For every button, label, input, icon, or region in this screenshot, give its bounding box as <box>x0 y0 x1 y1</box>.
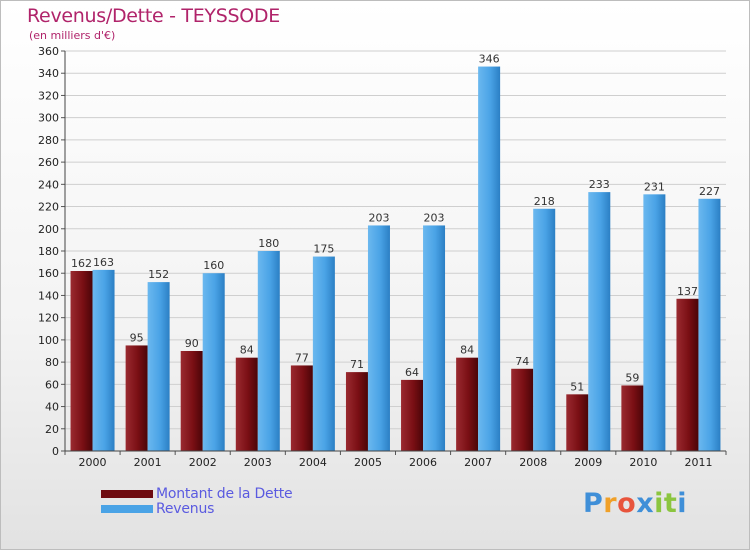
bar-debt-2005 <box>345 372 368 451</box>
bar-debt-2009 <box>566 394 589 451</box>
data-label-debt-2011: 137 <box>677 285 698 298</box>
data-label-debt-2003: 84 <box>240 344 254 357</box>
y-tick-label-100: 100 <box>38 334 59 347</box>
data-label-debt-2006: 64 <box>405 366 419 379</box>
y-tick-label-20: 20 <box>45 423 59 436</box>
y-tick-label-180: 180 <box>38 245 59 258</box>
data-label-revenue-2011: 227 <box>699 185 720 198</box>
x-tick-label-2010: 2010 <box>629 456 657 469</box>
y-tick-label-220: 220 <box>38 201 59 214</box>
data-label-debt-2009: 51 <box>570 380 584 393</box>
axes <box>61 50 727 455</box>
bar-revenue-2003 <box>257 251 280 451</box>
data-label-revenue-2004: 175 <box>313 243 334 256</box>
x-tick-label-2004: 2004 <box>299 456 327 469</box>
x-tick-label-2011: 2011 <box>684 456 712 469</box>
data-label-revenue-2005: 203 <box>368 211 389 224</box>
y-tick-label-300: 300 <box>38 112 59 125</box>
bar-revenue-2006 <box>423 225 446 451</box>
data-label-revenue-2002: 160 <box>203 259 224 272</box>
legend-label-debt: Montant de la Dette <box>156 486 293 502</box>
data-label-revenue-2000: 163 <box>93 256 114 269</box>
data-label-revenue-2010: 231 <box>644 180 665 193</box>
bar-debt-2004 <box>290 365 313 451</box>
bar-revenue-2007 <box>478 66 501 452</box>
bar-revenue-2005 <box>367 225 390 451</box>
x-tick-label-2001: 2001 <box>134 456 162 469</box>
data-label-revenue-2008: 218 <box>534 195 555 208</box>
data-label-revenue-2001: 152 <box>148 268 169 281</box>
bar-revenue-2004 <box>312 256 335 451</box>
data-label-revenue-2006: 203 <box>424 211 445 224</box>
bars <box>70 66 721 452</box>
data-label-debt-2002: 90 <box>185 337 199 350</box>
data-label-debt-2004: 77 <box>295 351 309 364</box>
bar-debt-2010 <box>621 385 644 451</box>
legend-swatch-revenue <box>101 505 153 513</box>
legend-swatch-debt <box>101 490 153 498</box>
x-tick-label-2007: 2007 <box>464 456 492 469</box>
logo-letter-6: i <box>677 488 688 519</box>
data-label-revenue-2003: 180 <box>258 237 279 250</box>
bar-revenue-2011 <box>698 198 721 451</box>
data-label-debt-2010: 59 <box>625 371 639 384</box>
data-label-revenue-2007: 346 <box>479 53 500 66</box>
bar-revenue-2000 <box>92 269 115 451</box>
x-tick-label-2003: 2003 <box>244 456 272 469</box>
y-tick-label-160: 160 <box>38 267 59 280</box>
bar-debt-2001 <box>125 345 148 451</box>
data-label-debt-2001: 95 <box>130 331 144 344</box>
y-tick-label-140: 140 <box>38 289 59 302</box>
x-tick-label-2009: 2009 <box>574 456 602 469</box>
legend-label-revenue: Revenus <box>156 501 215 517</box>
x-tick-label-2006: 2006 <box>409 456 437 469</box>
logo-letter-0: P <box>583 488 604 519</box>
y-tick-label-340: 340 <box>38 67 59 80</box>
y-tick-label-200: 200 <box>38 223 59 236</box>
x-tick-label-2002: 2002 <box>189 456 217 469</box>
logo-letter-4: i <box>654 488 664 519</box>
bar-debt-2011 <box>676 298 699 451</box>
y-tick-label-280: 280 <box>38 134 59 147</box>
y-tick-label-60: 60 <box>45 378 59 391</box>
y-tick-label-360: 360 <box>38 45 59 58</box>
logo-letter-1: r <box>603 488 618 519</box>
bar-revenue-2008 <box>533 208 556 451</box>
bar-revenue-2001 <box>147 282 170 451</box>
proxiti-logo: Proxiti <box>583 488 687 519</box>
bar-debt-2002 <box>180 351 203 451</box>
bar-debt-2007 <box>456 357 479 451</box>
x-tick-label-2005: 2005 <box>354 456 382 469</box>
data-label-debt-2008: 74 <box>515 355 529 368</box>
y-tick-label-40: 40 <box>45 401 59 414</box>
x-tick-label-2000: 2000 <box>79 456 107 469</box>
y-tick-label-320: 320 <box>38 89 59 102</box>
bar-revenue-2002 <box>202 273 225 451</box>
logo-letter-5: t <box>663 488 678 519</box>
data-label-revenue-2009: 233 <box>589 178 610 191</box>
y-tick-label-120: 120 <box>38 312 59 325</box>
bar-revenue-2009 <box>588 192 611 451</box>
data-label-debt-2000: 162 <box>71 257 92 270</box>
data-label-debt-2005: 71 <box>350 358 364 371</box>
bar-debt-2008 <box>511 368 534 451</box>
data-label-debt-2007: 84 <box>460 344 474 357</box>
y-tick-label-0: 0 <box>52 445 59 458</box>
y-tick-label-80: 80 <box>45 356 59 369</box>
logo-letter-2: o <box>617 488 637 519</box>
chart-title: Revenus/Dette - TEYSSODE <box>27 5 280 27</box>
y-tick-label-240: 240 <box>38 178 59 191</box>
labels: 0 20 40 60 80 100 120 140 160 180 200 220 240 260 280 3… <box>38 45 720 469</box>
bar-debt-2000 <box>70 271 93 451</box>
bar-revenue-2010 <box>643 194 666 452</box>
x-tick-label-2008: 2008 <box>519 456 547 469</box>
bar-debt-2003 <box>235 357 258 451</box>
logo-letter-3: x <box>636 488 655 519</box>
y-tick-label-260: 260 <box>38 156 59 169</box>
grid-lines <box>65 50 726 452</box>
bar-debt-2006 <box>401 379 424 451</box>
chart-subtitle: (en milliers d'€) <box>29 29 116 42</box>
